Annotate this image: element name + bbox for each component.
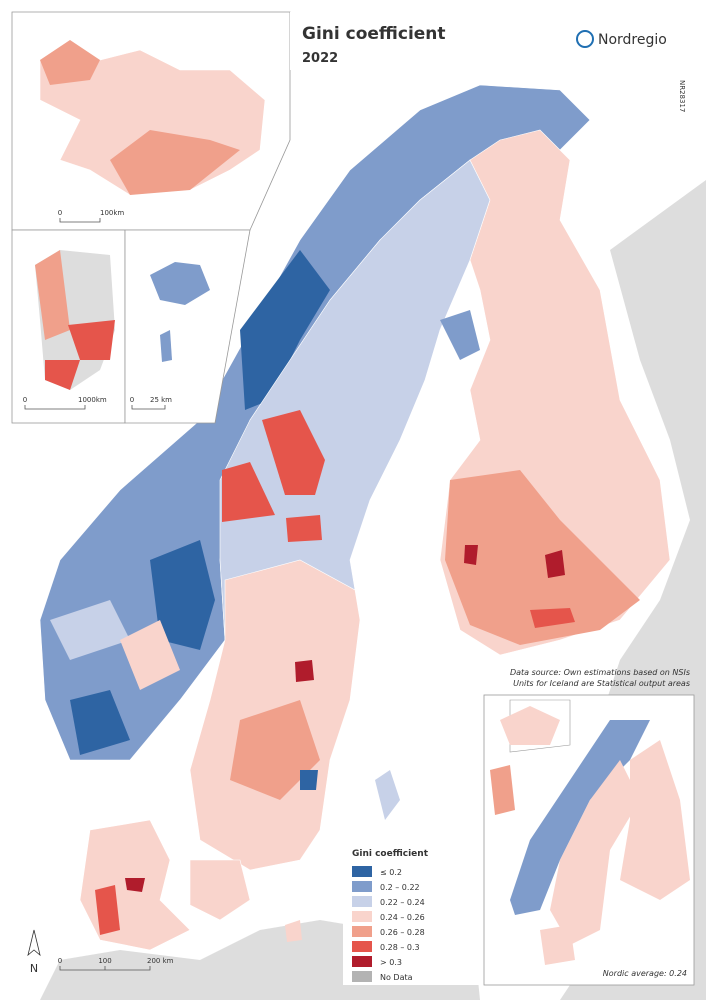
region (440, 310, 480, 360)
region (120, 620, 180, 690)
legend-label: 0.2 – 0.22 (380, 883, 420, 892)
legend-label: 0.28 – 0.3 (380, 943, 420, 952)
region (40, 40, 100, 85)
region (464, 545, 478, 565)
region (545, 550, 565, 578)
region (35, 250, 70, 340)
region (45, 360, 80, 390)
scale-bars (24, 218, 166, 971)
denmark (540, 925, 575, 965)
region (222, 462, 275, 522)
legend-swatch (352, 866, 372, 877)
legend-swatch (352, 881, 372, 892)
gotland (375, 770, 400, 820)
bornholm (285, 920, 302, 942)
legend-label: 0.24 – 0.26 (380, 913, 425, 922)
legend-swatch (352, 941, 372, 952)
title-box (290, 12, 694, 70)
scale-label: 0 (23, 396, 27, 404)
legend-items: ≤ 0.2 0.2 – 0.22 0.22 – 0.24 0.24 – 0.26 0.2… (352, 866, 425, 982)
legend-swatch (352, 956, 372, 967)
region (125, 878, 145, 892)
north-arrow (27, 929, 41, 957)
region (230, 700, 320, 800)
legend-swatch (352, 926, 372, 937)
faroe (150, 262, 210, 305)
scale-label: 25 km (150, 396, 172, 404)
logo: Nordregio (598, 32, 667, 48)
legend-label: No Data (380, 973, 413, 982)
legend-swatch (352, 911, 372, 922)
greenland (490, 765, 515, 815)
scale-label: 0 (130, 396, 134, 404)
legend-label: 0.26 – 0.28 (380, 928, 425, 937)
legend-title: Gini coefficient (352, 849, 429, 859)
region (262, 410, 325, 495)
north-label: N (30, 962, 38, 975)
legend-swatch (352, 896, 372, 907)
region (445, 470, 640, 645)
region (295, 660, 314, 682)
region (240, 250, 330, 410)
iceland (500, 706, 560, 745)
scale-label: 0 (58, 957, 62, 965)
region (50, 600, 130, 660)
region (150, 540, 215, 650)
year: 2022 (302, 51, 338, 66)
legend-label: > 0.3 (380, 958, 402, 967)
inset-note: Nordic average: 0.24 (603, 969, 687, 978)
scale-label: 100km (100, 209, 124, 217)
region (300, 770, 318, 790)
scale-label: 1000km (78, 396, 107, 404)
legend-label: ≤ 0.2 (380, 868, 402, 877)
sweden (550, 760, 640, 945)
legend-swatch (352, 971, 372, 982)
region (95, 885, 120, 935)
region (110, 130, 240, 195)
denmark (189, 859, 251, 921)
faroe (160, 330, 172, 362)
region (286, 515, 322, 542)
scale-label: 0 (58, 209, 62, 217)
source-note: Data source: Own estimations based on NS… (510, 668, 690, 677)
finland (620, 740, 690, 900)
map-code: NR28317 (678, 80, 686, 112)
scale-label: 100 (98, 957, 111, 965)
scale-label: 200 km (147, 957, 174, 965)
source-note: Units for Iceland are Statistical output… (513, 679, 690, 688)
logo-icon (576, 30, 594, 48)
title: Gini coefficient (302, 24, 446, 44)
region (530, 608, 575, 628)
region (70, 690, 130, 755)
region (68, 320, 115, 360)
legend-label: 0.22 – 0.24 (380, 898, 425, 907)
